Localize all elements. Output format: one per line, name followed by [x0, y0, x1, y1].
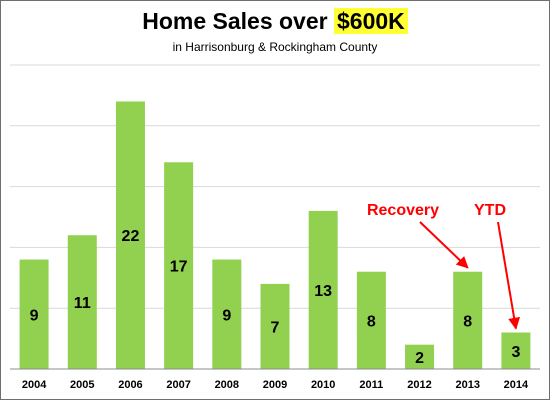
x-tick-2014: 2014	[504, 379, 529, 391]
bar-2005	[67, 235, 97, 369]
bar-2008	[212, 259, 242, 369]
data-label-2011: 8	[367, 313, 376, 330]
x-tick-2009: 2009	[263, 379, 287, 391]
data-label-2005: 11	[74, 295, 91, 312]
data-label-2013: 8	[463, 313, 472, 330]
x-tick-2006: 2006	[118, 379, 142, 391]
x-tick-2008: 2008	[215, 379, 239, 391]
bar-2011	[356, 271, 386, 369]
bar-2006	[115, 101, 145, 369]
x-tick-2012: 2012	[407, 379, 431, 391]
x-tick-2004: 2004	[22, 379, 47, 391]
annotation-arrow-recovery	[419, 221, 469, 269]
x-tick-2010: 2010	[311, 379, 335, 391]
chart-subtitle: in Harrisonburg & Rockingham County	[172, 40, 378, 54]
x-tick-2005: 2005	[70, 379, 94, 391]
data-label-2006: 22	[122, 228, 140, 245]
bar-2004	[19, 259, 49, 369]
data-label-2012: 2	[415, 350, 424, 367]
bar-2007	[164, 162, 194, 369]
bar-2012	[405, 344, 435, 369]
bar-2010	[308, 210, 338, 369]
annotation-recovery: Recovery	[367, 202, 439, 219]
annotation-ytd: YTD	[474, 202, 506, 219]
x-tick-2007: 2007	[166, 379, 190, 391]
data-label-2004: 9	[30, 307, 39, 324]
title-prefix: Home Sales over	[142, 8, 328, 34]
bar-2009	[260, 283, 290, 369]
bar-2014	[501, 332, 531, 369]
annotation-arrow-ytd	[497, 221, 521, 330]
x-tick-2013: 2013	[455, 379, 479, 391]
data-label-2014: 3	[511, 344, 520, 361]
data-label-2010: 13	[314, 283, 332, 300]
data-label-2009: 7	[271, 319, 280, 336]
title-highlight: $600K	[333, 8, 408, 34]
data-label-2008: 9	[222, 307, 231, 324]
data-label-2007: 17	[170, 259, 188, 276]
bar-2013	[453, 271, 483, 369]
chart-title: Home Sales over $600K	[0, 8, 550, 35]
x-tick-2011: 2011	[359, 379, 383, 391]
